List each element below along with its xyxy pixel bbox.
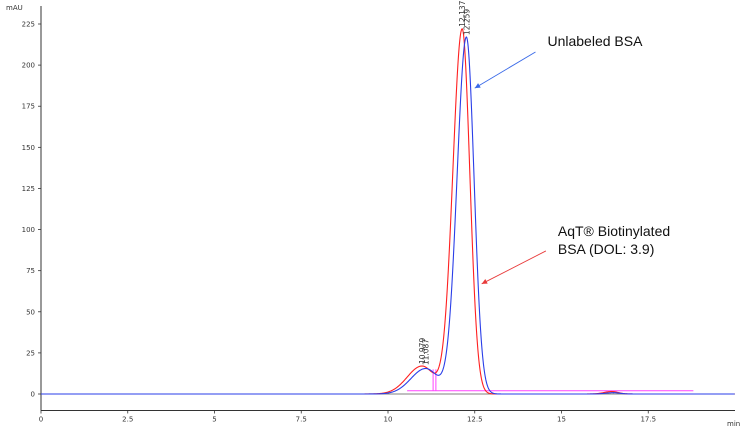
y-tick-label-6: 150 [22, 144, 35, 152]
annotation-arrow-0 [474, 51, 536, 89]
ticks: 0 25 50 75 100 125 150 175 200 225 0 2.5 5 7.5 10 12.5 1… [22, 21, 656, 424]
peak-apex-1-0 [425, 367, 427, 370]
series-traces [41, 28, 735, 395]
peak-apex-0-2 [611, 390, 613, 393]
annotation-arrowhead-1 [481, 279, 488, 284]
peak-label-0: 10.979 [418, 338, 427, 364]
x-tick-label-4: 10 [384, 415, 393, 423]
peak-apex-1-1 [465, 36, 467, 38]
x-tick-label-7: 17.5 [640, 415, 656, 423]
x-unit-label: min [727, 420, 740, 428]
y-tick-label-9: 225 [22, 21, 35, 29]
peak-label-2: 12.137 [458, 0, 467, 26]
annotation-text-0-0: Unlabeled BSA [547, 33, 643, 49]
peak-apex-0-1 [461, 28, 463, 30]
x-tick-label-5: 12.5 [467, 415, 483, 423]
axes [40, 6, 735, 411]
y-tick-label-5: 125 [22, 185, 35, 193]
series-line-1 [41, 36, 735, 395]
y-unit-label: mAU [6, 4, 23, 12]
x-tick-label-3: 7.5 [296, 415, 307, 423]
annotation-arrowhead-0 [474, 83, 481, 89]
y-tick-label-0: 0 [31, 391, 35, 399]
peak-label-3: 12.259 [462, 9, 471, 35]
y-tick-label-8: 200 [22, 62, 35, 70]
annotation-arrow-1 [481, 250, 547, 285]
y-tick-label-1: 25 [26, 349, 35, 357]
annotation-text-1-0: AqT® Biotinylated [558, 223, 670, 239]
x-tick-label-0: 0 [39, 415, 43, 423]
x-tick-label-2: 5 [212, 415, 216, 423]
annotation-text-1-1: BSA (DOL: 3.9) [558, 241, 654, 257]
y-tick-label-2: 50 [26, 308, 35, 316]
peak-apex-1-2 [612, 392, 615, 394]
x-tick-label-6: 15 [557, 415, 566, 423]
y-tick-label-4: 100 [22, 226, 35, 234]
peak-label-1: 11.087 [422, 339, 431, 365]
annotations: Unlabeled BSA AqT® Biotinylated BSA (DOL: … [474, 33, 670, 285]
y-tick-label-3: 75 [26, 267, 35, 275]
x-tick-label-1: 2.5 [122, 415, 133, 423]
peak-apex-0-0 [421, 365, 423, 367]
series-line-0 [41, 28, 735, 395]
y-tick-label-7: 175 [22, 103, 35, 111]
integration-markers [407, 369, 694, 392]
